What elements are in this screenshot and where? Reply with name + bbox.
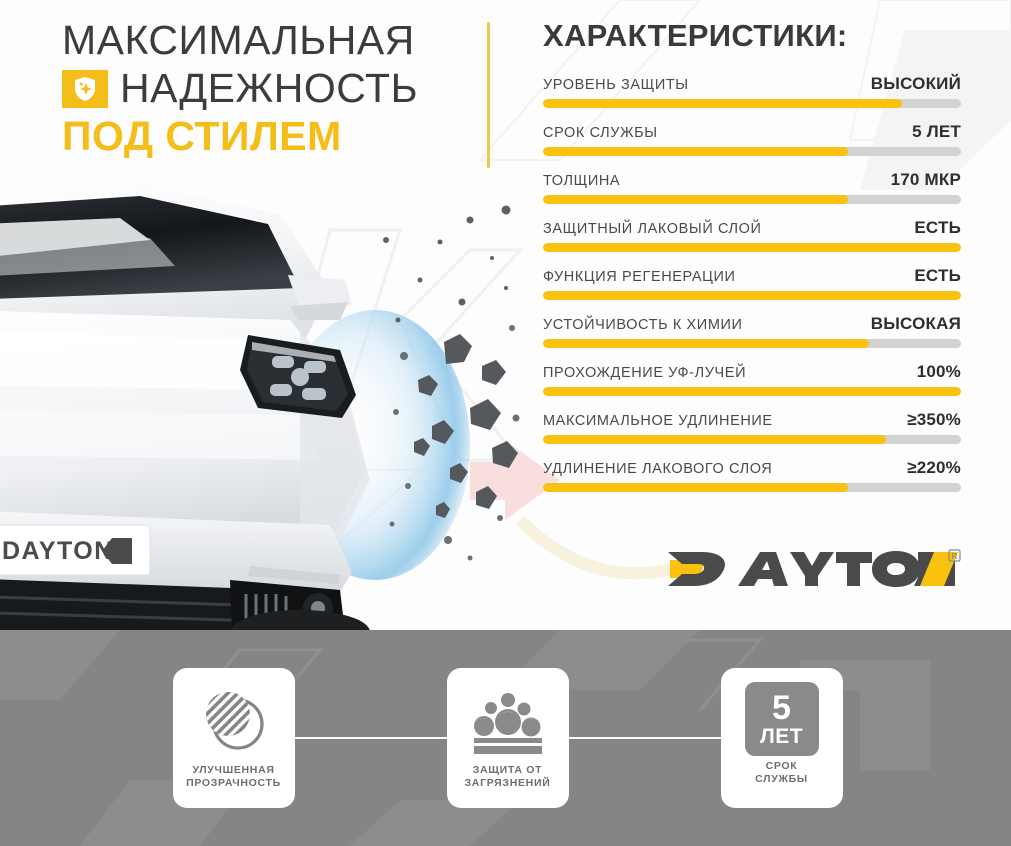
- spec-progress-track: [543, 339, 961, 348]
- registered-mark-icon: R: [948, 549, 961, 562]
- spec-value: ЕСТЬ: [914, 218, 961, 237]
- spec-progress-fill: [543, 339, 870, 348]
- headline-line-2-row: НАДЕЖНОСТЬ: [62, 64, 472, 112]
- spec-value: ВЫСОКАЯ: [870, 314, 961, 333]
- feature-card-transparency[interactable]: УЛУЧШЕННАЯ ПРОЗРАЧНОСТЬ: [172, 668, 295, 808]
- headline-block: МАКСИМАЛЬНАЯ НАДЕЖНОСТЬ ПОД СТИЛЕМ: [62, 17, 472, 160]
- spec-value: 170 МКР: [890, 170, 961, 189]
- spec-row-thickness: ТОЛЩИНА 170 МКР: [543, 170, 961, 204]
- feature-cards: УЛУЧШЕННАЯ ПРОЗРАЧНОСТЬ: [0, 630, 1011, 846]
- spec-progress-fill: [543, 387, 961, 396]
- headline-line-2: НАДЕЖНОСТЬ: [120, 64, 418, 111]
- spec-progress-fill: [543, 435, 886, 444]
- spec-value: ЕСТЬ: [914, 266, 961, 285]
- spec-row-clearcoat-elongation: УДЛИНЕНИЕ ЛАКОВОГО СЛОЯ ≥220%: [543, 458, 961, 492]
- top-section: МАКСИМАЛЬНАЯ НАДЕЖНОСТЬ ПОД СТИЛЕМ: [0, 17, 962, 630]
- spec-label: УРОВЕНЬ ЗАЩИТЫ: [543, 77, 689, 93]
- feature-card-label: СРОК СЛУЖБЫ: [755, 760, 808, 786]
- feature-card-label: ЗАЩИТА ОТ ЗАГРЯЗНЕНИЙ: [464, 764, 551, 790]
- spec-progress-fill: [543, 195, 849, 204]
- spec-progress-track: [543, 195, 961, 204]
- headline-line-3: ПОД СТИЛЕМ: [62, 112, 342, 159]
- transparency-circles-icon: [192, 682, 276, 760]
- spec-value: ≥220%: [907, 458, 961, 477]
- spec-row-max-elongation: МАКСИМАЛЬНОЕ УДЛИНЕНИЕ ≥350%: [543, 410, 961, 444]
- years-badge-icon: 5 ЛЕТ: [744, 682, 819, 756]
- features-band: УЛУЧШЕННАЯ ПРОЗРАЧНОСТЬ: [0, 630, 1011, 846]
- spec-label: МАКСИМАЛЬНОЕ УДЛИНЕНИЕ: [543, 413, 773, 429]
- car-illustration: DAYTONA: [0, 180, 530, 630]
- spec-progress-track: [543, 435, 961, 444]
- specifications-panel: ХАРАКТЕРИСТИКИ: УРОВЕНЬ ЗАЩИТЫ ВЫСОКИЙ С…: [543, 18, 961, 506]
- spec-row-service-life: СРОК СЛУЖБЫ 5 ЛЕТ: [543, 122, 961, 156]
- feature-card-label: УЛУЧШЕННАЯ ПРОЗРАЧНОСТЬ: [186, 764, 281, 790]
- spec-label: ЗАЩИТНЫЙ ЛАКОВЫЙ СЛОЙ: [543, 221, 762, 237]
- svg-text:R: R: [952, 552, 958, 561]
- spec-value: 5 ЛЕТ: [912, 122, 961, 141]
- spec-row-uv-transmission: ПРОХОЖДЕНИЕ УФ-ЛУЧЕЙ 100%: [543, 362, 961, 396]
- spec-label: ПРОХОЖДЕНИЕ УФ-ЛУЧЕЙ: [543, 365, 747, 381]
- spec-label: УДЛИНЕНИЕ ЛАКОВОГО СЛОЯ: [543, 461, 773, 477]
- shield-sparkle-icon: [62, 69, 108, 108]
- spec-row-chemical-resistance: УСТОЙЧИВОСТЬ К ХИМИИ ВЫСОКАЯ: [543, 314, 961, 348]
- feature-card-service-life[interactable]: 5 ЛЕТ СРОК СЛУЖБЫ: [720, 668, 843, 808]
- spec-value: ВЫСОКИЙ: [870, 74, 961, 93]
- spec-progress-track: [543, 243, 961, 252]
- feature-card-dirt-protection[interactable]: ЗАЩИТА ОТ ЗАГРЯЗНЕНИЙ: [446, 668, 569, 808]
- spec-label: СРОК СЛУЖБЫ: [543, 125, 658, 141]
- spec-progress-track: [543, 387, 961, 396]
- headline-divider: [487, 22, 490, 168]
- spec-label: ТОЛЩИНА: [543, 173, 621, 189]
- badge-unit: ЛЕТ: [759, 725, 804, 748]
- spec-progress-track: [543, 99, 961, 108]
- spec-label: УСТОЙЧИВОСТЬ К ХИМИИ: [543, 317, 743, 333]
- card-connector-line: [294, 737, 447, 739]
- daytona-logo: R: [666, 548, 962, 590]
- spec-value: ≥350%: [907, 410, 961, 429]
- spec-label: ФУНКЦИЯ РЕГЕНЕРАЦИИ: [543, 269, 736, 285]
- spec-progress-track: [543, 147, 961, 156]
- spec-progress-track: [543, 483, 961, 492]
- dirt-droplets-icon: [466, 682, 550, 760]
- badge-number: 5: [772, 689, 791, 727]
- card-connector-line: [568, 737, 721, 739]
- spec-progress-fill: [543, 291, 961, 300]
- spec-progress-fill: [543, 483, 849, 492]
- spec-row-protection-level: УРОВЕНЬ ЗАЩИТЫ ВЫСОКИЙ: [543, 74, 961, 108]
- spec-progress-fill: [543, 243, 961, 252]
- spec-row-self-healing: ФУНКЦИЯ РЕГЕНЕРАЦИИ ЕСТЬ: [543, 266, 961, 300]
- headline-line-1: МАКСИМАЛЬНАЯ: [62, 17, 415, 63]
- spec-progress-track: [543, 291, 961, 300]
- specifications-title: ХАРАКТЕРИСТИКИ:: [543, 18, 848, 53]
- spec-progress-fill: [543, 99, 903, 108]
- spec-row-protective-clearcoat: ЗАЩИТНЫЙ ЛАКОВЫЙ СЛОЙ ЕСТЬ: [543, 218, 961, 252]
- spec-progress-fill: [543, 147, 849, 156]
- spec-value: 100%: [916, 362, 961, 381]
